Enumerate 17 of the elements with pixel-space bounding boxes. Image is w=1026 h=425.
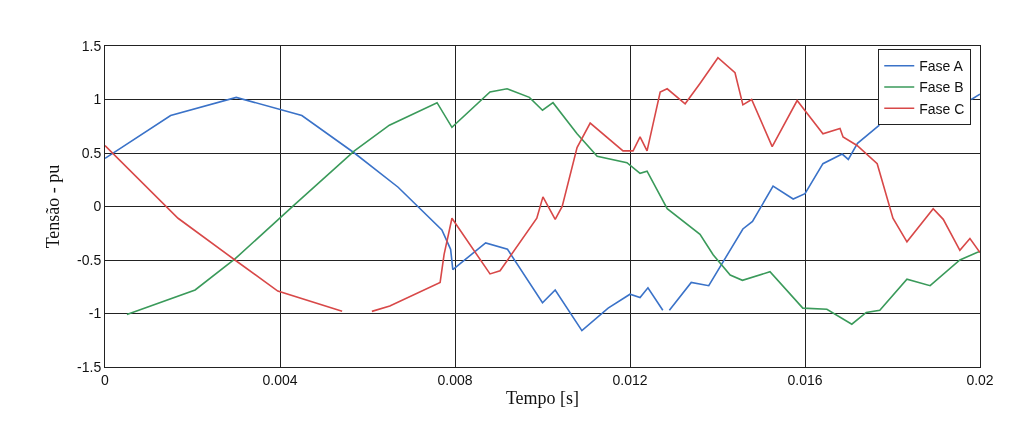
legend-label: Fase C — [919, 100, 965, 117]
legend-label: Fase A — [919, 58, 964, 75]
x-tick-label: 0.004 — [262, 371, 298, 388]
x-tick-label: 0.016 — [787, 371, 823, 388]
legend-label: Fase B — [919, 79, 964, 96]
x-axis-title: Tempo [s] — [505, 387, 580, 408]
y-tick-label: -1.5 — [77, 358, 102, 375]
x-tick-label: 0.02 — [966, 371, 994, 388]
y-tick-label: -1 — [88, 305, 102, 322]
x-tick-label: 0.012 — [612, 371, 648, 388]
y-tick-label: 1 — [93, 91, 102, 108]
y-axis-title: Tensão - pu — [43, 164, 64, 249]
y-tick-label: -0.5 — [77, 251, 102, 268]
y-tick-label: 1.5 — [81, 37, 102, 54]
x-tick-label: 0.008 — [437, 371, 473, 388]
y-tick-label: 0 — [93, 198, 102, 215]
y-tick-label: 0.5 — [81, 144, 102, 161]
